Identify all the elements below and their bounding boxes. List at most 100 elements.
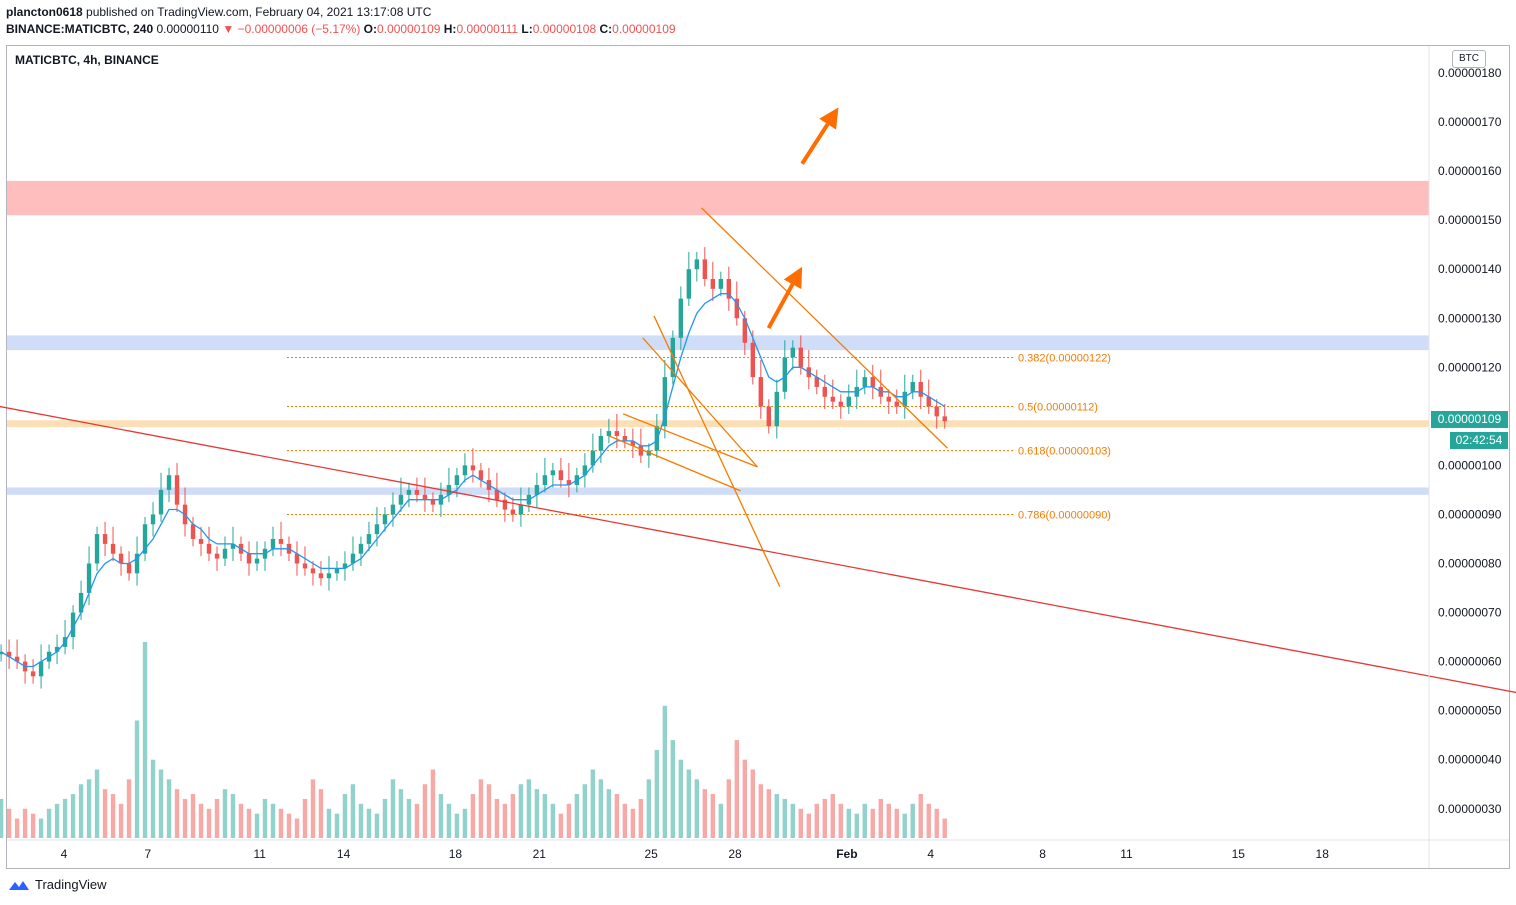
candle-body[interactable] (638, 445, 644, 456)
candle-body[interactable] (606, 431, 612, 436)
candle-body[interactable] (334, 568, 340, 574)
pattern-line-3[interactable] (622, 413, 758, 468)
candle-body[interactable] (782, 357, 787, 392)
candle-body[interactable] (902, 391, 907, 407)
candle-body[interactable] (758, 377, 764, 407)
candle-body[interactable] (862, 377, 867, 387)
candle-body[interactable] (790, 347, 795, 358)
pattern-line-4[interactable] (608, 435, 741, 492)
candle-body[interactable] (870, 377, 875, 387)
candle-body[interactable] (814, 377, 819, 387)
candle-body[interactable] (366, 534, 372, 544)
candle-body[interactable] (270, 538, 276, 549)
candle-body[interactable] (38, 661, 44, 677)
candle-body[interactable] (766, 406, 772, 427)
candle-body[interactable] (174, 475, 180, 505)
up-arrow-head-1[interactable] (819, 107, 839, 130)
candle-body[interactable] (926, 396, 931, 407)
candle-body[interactable] (798, 347, 803, 368)
candle-body[interactable] (0, 651, 4, 655)
candle-body[interactable] (494, 489, 500, 500)
candle-body[interactable] (318, 573, 324, 579)
candle-body[interactable] (294, 553, 300, 564)
candle-body[interactable] (222, 548, 228, 559)
candle-body[interactable] (390, 504, 396, 515)
candle-body[interactable] (566, 480, 572, 486)
candle-body[interactable] (894, 401, 899, 407)
candle-body[interactable] (158, 489, 164, 515)
candle-body[interactable] (822, 386, 827, 397)
candle-body[interactable] (710, 279, 716, 289)
candle-body[interactable] (414, 489, 420, 495)
candle-body[interactable] (14, 656, 20, 662)
publisher-name[interactable]: plancton0618 (6, 5, 83, 19)
candle-body[interactable] (582, 465, 588, 476)
candle-body[interactable] (78, 592, 84, 613)
candle-body[interactable] (454, 475, 460, 486)
candle-body[interactable] (774, 391, 780, 427)
candle-body[interactable] (190, 524, 196, 539)
candle-body[interactable] (886, 396, 891, 402)
candle-body[interactable] (374, 524, 380, 535)
candle-body[interactable] (686, 269, 692, 299)
footer-brand[interactable]: TradingView (8, 877, 107, 892)
candle-body[interactable] (846, 396, 851, 407)
candle-body[interactable] (246, 553, 252, 564)
candle-body[interactable] (558, 470, 564, 481)
candle-body[interactable] (198, 538, 204, 544)
candle-body[interactable] (654, 426, 660, 451)
candle-body[interactable] (510, 509, 516, 515)
candle-body[interactable] (430, 499, 436, 505)
candle-body[interactable] (302, 563, 308, 569)
candle-body[interactable] (910, 382, 915, 392)
candle-body[interactable] (622, 435, 628, 441)
candle-body[interactable] (422, 494, 428, 500)
candle-body[interactable] (734, 298, 740, 319)
ema-line[interactable] (0, 293, 946, 668)
candle-body[interactable] (310, 568, 316, 574)
candle-body[interactable] (718, 279, 724, 289)
candle-body[interactable] (502, 499, 508, 510)
candle-body[interactable] (838, 401, 843, 407)
candle-body[interactable] (118, 553, 124, 564)
candle-body[interactable] (86, 563, 92, 593)
candle-body[interactable] (750, 342, 756, 378)
up-arrow-shaft-0[interactable] (766, 283, 795, 330)
candle-body[interactable] (726, 279, 732, 299)
candle-body[interactable] (462, 465, 468, 476)
candle-body[interactable] (142, 524, 148, 554)
candle-body[interactable] (942, 416, 947, 422)
candle-body[interactable] (134, 553, 140, 574)
candle-body[interactable] (94, 534, 100, 564)
candle-body[interactable] (478, 470, 484, 481)
candle-body[interactable] (590, 450, 596, 466)
candle-body[interactable] (110, 543, 116, 554)
candle-body[interactable] (550, 470, 556, 476)
up-arrow-head-0[interactable] (783, 266, 803, 290)
candle-body[interactable] (126, 563, 132, 574)
candle-body[interactable] (598, 435, 604, 451)
candle-body[interactable] (934, 406, 939, 417)
candle-body[interactable] (614, 431, 620, 436)
candle-body[interactable] (150, 514, 156, 525)
candle-body[interactable] (326, 573, 332, 579)
up-arrow-shaft-1[interactable] (800, 123, 830, 165)
candle-body[interactable] (702, 259, 708, 280)
candle-body[interactable] (214, 553, 220, 559)
candle-body[interactable] (6, 651, 12, 657)
candle-body[interactable] (358, 543, 364, 554)
candle-body[interactable] (518, 504, 524, 515)
candle-body[interactable] (102, 534, 108, 544)
candle-body[interactable] (470, 465, 476, 471)
candle-body[interactable] (694, 259, 700, 270)
candle-body[interactable] (542, 475, 548, 486)
candle-body[interactable] (278, 538, 284, 544)
candle-body[interactable] (662, 377, 668, 427)
candle-body[interactable] (398, 494, 404, 505)
pattern-line-2[interactable] (642, 337, 758, 468)
candle-body[interactable] (406, 489, 412, 495)
candle-body[interactable] (254, 558, 260, 564)
candle-body[interactable] (350, 553, 356, 564)
currency-label[interactable]: BTC (1452, 50, 1486, 68)
pattern-line-0[interactable] (701, 207, 948, 449)
